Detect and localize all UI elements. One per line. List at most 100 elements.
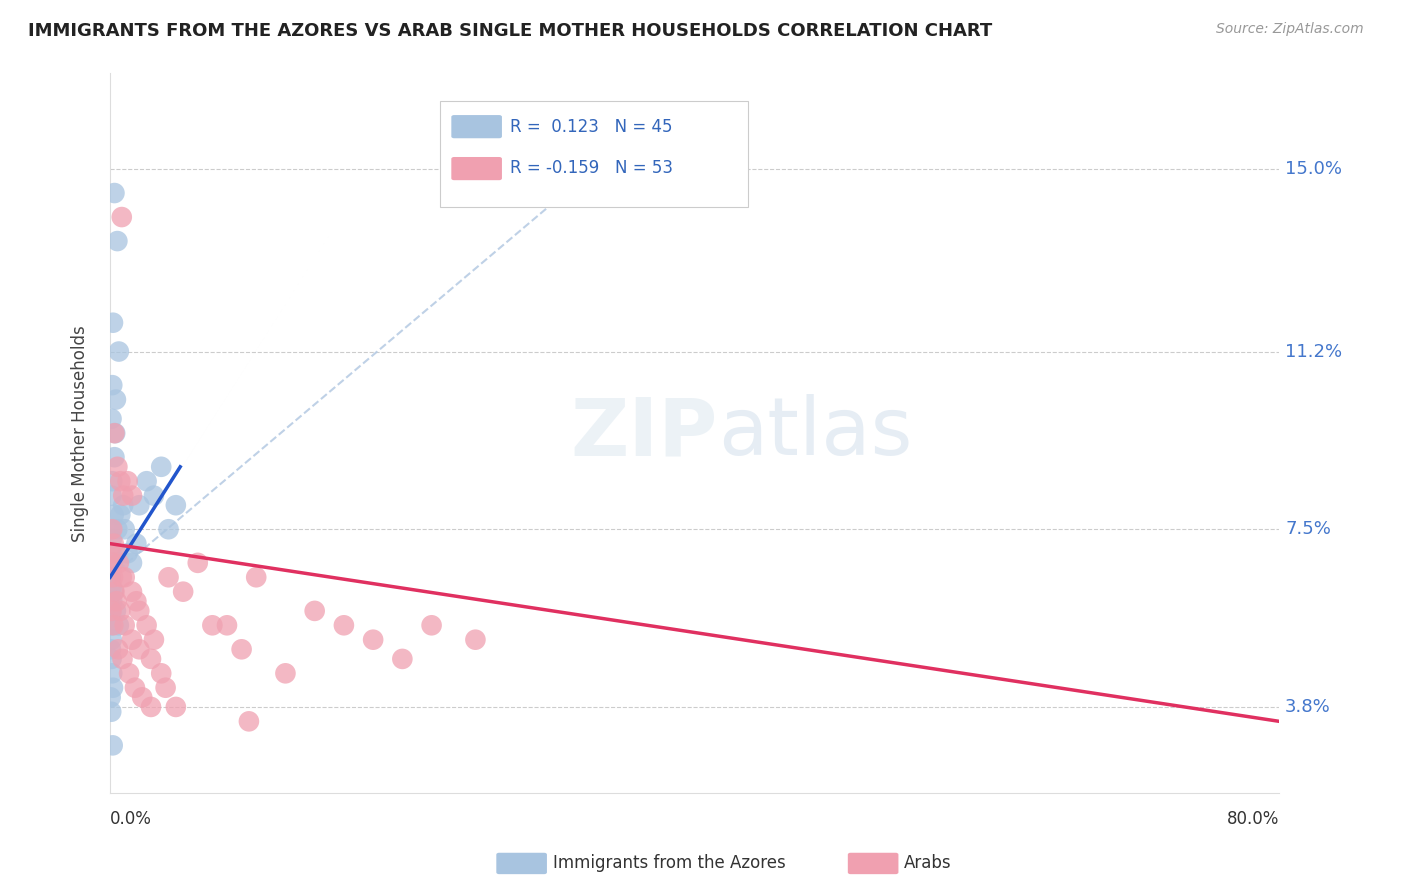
Point [103, 618, 125, 632]
Point [215, 618, 238, 632]
Point [101, 378, 124, 392]
Point [333, 618, 356, 632]
Point [121, 632, 143, 647]
Point [135, 474, 157, 488]
Point [245, 570, 267, 584]
Point [142, 489, 165, 503]
Point [101, 739, 124, 753]
Text: Arabs: Arabs [904, 855, 952, 872]
Text: 3.8%: 3.8% [1285, 698, 1331, 716]
Point [103, 584, 125, 599]
Point [124, 681, 146, 695]
Point [100, 618, 122, 632]
Point [111, 210, 134, 224]
Point [150, 666, 173, 681]
Point [108, 556, 131, 570]
Point [100, 411, 122, 425]
Point [114, 570, 136, 584]
Point [100, 522, 122, 536]
Point [101, 632, 124, 647]
Point [101, 532, 124, 546]
Point [165, 498, 187, 512]
Text: 15.0%: 15.0% [1285, 160, 1343, 178]
Point [420, 618, 443, 632]
Point [121, 584, 143, 599]
Point [361, 632, 384, 647]
Y-axis label: Single Mother Households: Single Mother Households [72, 325, 89, 541]
Text: 80.0%: 80.0% [1227, 810, 1279, 828]
Point [142, 632, 165, 647]
Text: 0.0%: 0.0% [110, 810, 152, 828]
Point [110, 604, 132, 618]
Point [101, 556, 124, 570]
Point [108, 618, 131, 632]
Point [103, 426, 125, 441]
Point [103, 584, 125, 599]
Point [104, 546, 127, 560]
Point [304, 604, 326, 618]
Point [108, 344, 131, 359]
Point [157, 570, 180, 584]
Point [201, 618, 224, 632]
Point [128, 642, 150, 657]
Point [100, 489, 122, 503]
Point [103, 536, 125, 550]
Point [172, 584, 194, 599]
Point [135, 618, 157, 632]
Point [114, 618, 136, 632]
Text: 11.2%: 11.2% [1285, 343, 1343, 360]
Point [101, 474, 124, 488]
Point [101, 666, 124, 681]
Point [111, 570, 134, 584]
Point [101, 556, 124, 570]
Point [104, 604, 127, 618]
Point [100, 604, 122, 618]
Point [107, 642, 129, 657]
Point [112, 489, 135, 503]
Point [128, 604, 150, 618]
Point [101, 316, 124, 330]
Text: R =  0.123   N = 45: R = 0.123 N = 45 [510, 118, 673, 136]
Point [118, 666, 141, 681]
Point [125, 594, 148, 608]
Point [114, 522, 136, 536]
Point [231, 642, 253, 657]
Point [103, 508, 125, 522]
Point [464, 632, 486, 647]
Point [104, 392, 127, 407]
Point [105, 459, 128, 474]
Point [150, 459, 173, 474]
Point [139, 700, 162, 714]
Point [165, 700, 187, 714]
Point [100, 546, 122, 560]
Point [117, 546, 139, 560]
Point [112, 498, 135, 512]
Point [187, 556, 209, 570]
Text: 7.5%: 7.5% [1285, 520, 1331, 538]
Point [100, 570, 122, 584]
Text: IMMIGRANTS FROM THE AZORES VS ARAB SINGLE MOTHER HOUSEHOLDS CORRELATION CHART: IMMIGRANTS FROM THE AZORES VS ARAB SINGL… [28, 22, 993, 40]
Point [104, 426, 127, 441]
Point [110, 474, 132, 488]
Point [128, 498, 150, 512]
Point [274, 666, 297, 681]
Point [100, 652, 122, 666]
Point [101, 570, 124, 584]
Point [238, 714, 260, 729]
Point [117, 474, 139, 488]
Point [111, 652, 134, 666]
Point [105, 522, 128, 536]
Point [103, 450, 125, 465]
Point [139, 652, 162, 666]
Point [391, 652, 413, 666]
Point [125, 536, 148, 550]
Point [110, 508, 132, 522]
Point [157, 522, 180, 536]
Point [155, 681, 177, 695]
Point [101, 594, 124, 608]
Text: Source: ZipAtlas.com: Source: ZipAtlas.com [1216, 22, 1364, 37]
Text: ZIP: ZIP [571, 394, 718, 472]
Point [121, 556, 143, 570]
Point [100, 705, 122, 719]
Point [100, 580, 122, 594]
